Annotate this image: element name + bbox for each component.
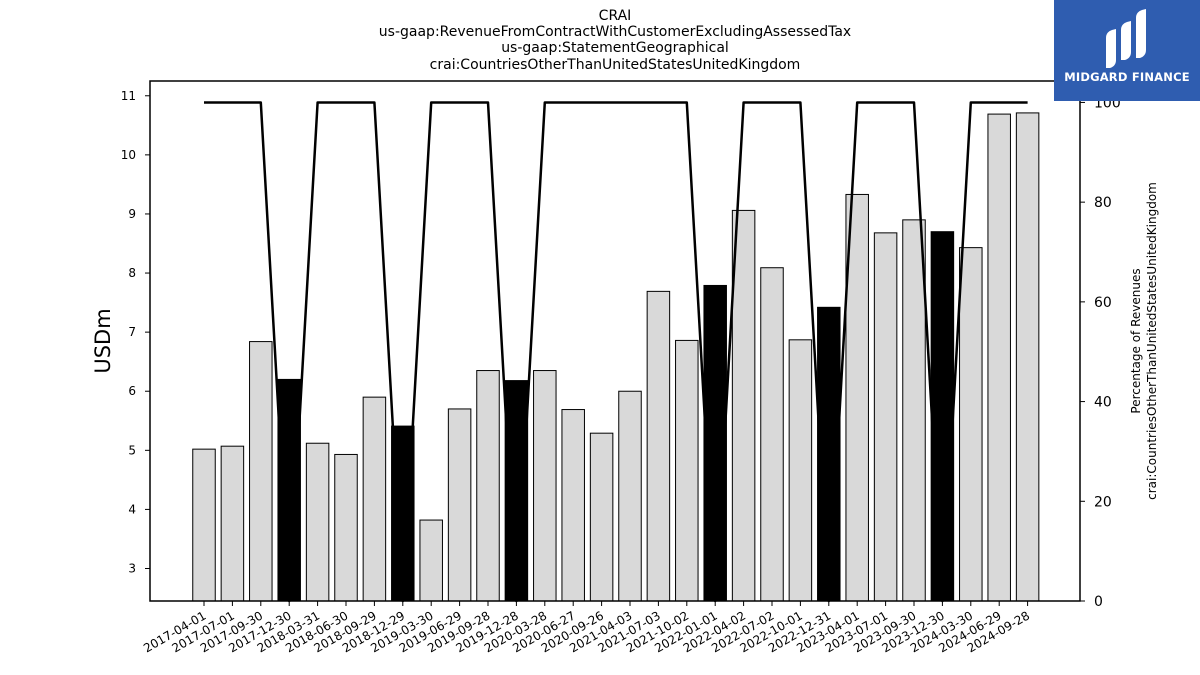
bar-2018-06-30	[334, 453, 358, 602]
bar-2021-10-02	[675, 339, 699, 602]
bar-2024-09-28	[1015, 112, 1040, 602]
bar-2020-09-26	[589, 432, 614, 602]
bar-2017-09-30	[249, 341, 273, 602]
bar-2019-12-28	[504, 380, 529, 602]
bar-2020-06-27	[561, 409, 585, 602]
y-tick-label-5: 5	[128, 443, 136, 457]
y2-tick-label-0: 0	[1094, 594, 1103, 610]
y-tick-label-6: 6	[128, 384, 136, 398]
chart-title-line-2: us-gaap:RevenueFromContractWithCustomerE…	[378, 24, 852, 40]
y-tick-label-9: 9	[128, 207, 136, 221]
midgard-finance-logo: MIDGARD FINANCE	[1054, 0, 1200, 101]
bar-2020-03-28	[533, 370, 557, 602]
bar-2024-06-29	[987, 113, 1011, 602]
logo-text: MIDGARD FINANCE	[1064, 70, 1190, 84]
y-tick-label-8: 8	[128, 266, 136, 280]
y2-axis-label-line-1: Percentage of Revenues	[1129, 268, 1143, 413]
y-tick-label-3: 3	[128, 562, 136, 576]
y2-tick-label-20: 20	[1094, 494, 1112, 510]
plot-frame	[149, 80, 1081, 602]
y2-tick-label-60: 60	[1094, 295, 1112, 311]
bar-2023-12-30	[930, 231, 955, 602]
bar-2021-04-03	[618, 390, 642, 602]
chart-title-line-1: CRAI	[598, 8, 632, 24]
bar-2021-07-03	[646, 290, 671, 602]
y-tick-label-4: 4	[128, 502, 136, 516]
percentage-line	[204, 101, 1028, 603]
chart-title-line-4: crai:CountriesOtherThanUnitedStatesUnite…	[429, 57, 801, 73]
bar-2022-10-01	[788, 339, 813, 602]
bar-2023-09-30	[902, 219, 926, 602]
y2-axis-label-line-2: crai:CountriesOtherThanUnitedStatesUnite…	[1145, 182, 1159, 500]
chart-title-line-3: us-gaap:StatementGeographical	[501, 40, 729, 56]
bar-2024-03-30	[959, 247, 983, 602]
bar-2022-07-02	[760, 267, 784, 602]
y-tick-label-10: 10	[121, 148, 136, 162]
y2-tick-label-80: 80	[1094, 195, 1112, 211]
y-tick-label-11: 11	[121, 89, 136, 103]
bar-2019-06-29	[447, 408, 472, 602]
y-axis-label: USDm	[91, 308, 115, 373]
bar-2018-09-29	[362, 396, 387, 602]
bar-2018-03-31	[305, 442, 330, 602]
bar-2017-04-01	[192, 448, 216, 602]
y2-tick-label-40: 40	[1094, 395, 1112, 411]
bar-2023-07-01	[873, 232, 898, 602]
bar-2019-09-28	[476, 370, 500, 602]
bar-2019-03-30	[419, 519, 443, 602]
bar-2017-07-01	[220, 445, 245, 602]
y-tick-label-7: 7	[128, 325, 136, 339]
bar-2022-04-02	[731, 209, 756, 602]
midgard-logo-icon	[1106, 9, 1146, 68]
bar-2017-12-30	[277, 378, 301, 602]
